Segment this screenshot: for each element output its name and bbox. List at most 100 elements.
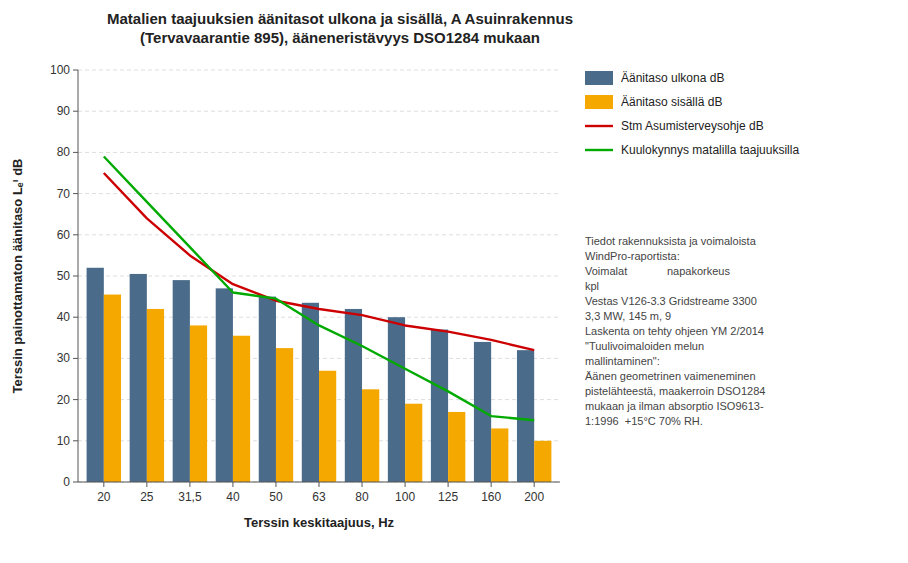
- title-line: Matalien taajuuksien äänitasot ulkona ja…: [107, 10, 573, 27]
- x-tick-label: 25: [140, 490, 154, 504]
- bar: [130, 274, 147, 482]
- y-tick-label: 60: [57, 228, 71, 242]
- x-tick-label: 40: [226, 490, 240, 504]
- legend-swatch: [585, 95, 613, 109]
- chart-container: Matalien taajuuksien äänitasot ulkona ja…: [0, 0, 908, 563]
- legend-swatch: [585, 125, 613, 127]
- y-tick-label: 90: [57, 104, 71, 118]
- x-tick-label: 100: [395, 490, 415, 504]
- title: Matalien taajuuksien äänitasot ulkona ja…: [107, 10, 573, 46]
- y-tick: [73, 317, 78, 318]
- legend-label: Äänitaso sisällä dB: [621, 95, 722, 109]
- y-tick-label: 100: [50, 63, 70, 77]
- annotation-line: Tiedot rakennuksista ja voimaloista: [585, 235, 757, 247]
- x-tick: [275, 482, 276, 487]
- bar: [87, 268, 104, 482]
- bar: [405, 404, 422, 482]
- y-tick-label: 70: [57, 187, 71, 201]
- y-tick-label: 40: [57, 310, 71, 324]
- x-tick: [232, 482, 233, 487]
- y-axis-label: Terssin painottamaton äänitaso Lₑⁱ dB: [10, 158, 25, 393]
- bar: [431, 330, 448, 482]
- bar-series: [87, 268, 535, 482]
- title-line: (Tervavaarantie 895), ääneneristävyys DS…: [140, 29, 540, 46]
- x-tick: [189, 482, 190, 487]
- bar: [190, 325, 207, 482]
- y-tick-label: 10: [57, 434, 71, 448]
- legend-label: Äänitaso ulkona dB: [621, 71, 724, 85]
- line: [104, 157, 534, 421]
- grid-line: [78, 152, 560, 153]
- x-tick-label: 160: [481, 490, 501, 504]
- x-tick: [319, 482, 320, 487]
- annotation-line: 1:1996 +15°C 70% RH.: [585, 415, 703, 427]
- x-tick-label: 20: [97, 490, 111, 504]
- bar: [302, 303, 319, 482]
- bar: [147, 309, 164, 482]
- y-tick-label: 80: [57, 145, 71, 159]
- chart-svg: Matalien taajuuksien äänitasot ulkona ja…: [0, 0, 908, 563]
- y-tick: [73, 440, 78, 441]
- bar: [276, 348, 293, 482]
- annotation-line: pistelähteestä, maakerroin DSO1284: [585, 385, 765, 397]
- grid-line: [78, 70, 560, 71]
- bar: [233, 336, 250, 482]
- y-tick: [73, 276, 78, 277]
- x-tick: [448, 482, 449, 487]
- x-tick-label: 200: [524, 490, 544, 504]
- grid-line: [78, 111, 560, 112]
- y-tick: [73, 358, 78, 359]
- grid-line: [78, 193, 560, 194]
- bar: [362, 389, 379, 482]
- legend: Äänitaso ulkona dB Äänitaso sisällä dB Stm…: [585, 71, 799, 157]
- line: [104, 173, 534, 350]
- grid: [78, 70, 560, 482]
- legend-label: Stm Asumisterveysohje dB: [621, 119, 764, 133]
- bar: [259, 297, 276, 482]
- bar: [491, 428, 508, 482]
- annotation-line: Laskenta on tehty ohjeen YM 2/2014: [585, 325, 764, 337]
- bar: [319, 371, 336, 482]
- legend-swatch: [585, 71, 613, 85]
- x-tick-label: 50: [269, 490, 283, 504]
- grid-line: [78, 234, 560, 235]
- annotation: Tiedot rakennuksista ja voimaloista WindP…: [585, 235, 765, 427]
- bar-series: [104, 295, 552, 482]
- legend-swatch: [585, 149, 613, 151]
- x-tick-label: 63: [312, 490, 326, 504]
- annotation-line: WindPro-raportista:: [585, 250, 680, 262]
- y-tick-label: 50: [57, 269, 71, 283]
- bar: [448, 412, 465, 482]
- x-tick-label: 31,5: [178, 490, 202, 504]
- y-tick: [73, 482, 78, 483]
- bar: [104, 295, 121, 482]
- bar: [517, 350, 534, 482]
- annotation-line: mukaan ja ilman absorptio ISO9613-: [585, 400, 764, 412]
- bar: [216, 288, 233, 482]
- x-tick: [491, 482, 492, 487]
- bar: [534, 441, 551, 482]
- y-tick: [73, 111, 78, 112]
- y-tick: [73, 70, 78, 71]
- x-tick-label: 80: [355, 490, 369, 504]
- grid-line: [78, 276, 560, 277]
- y-tick: [73, 234, 78, 235]
- x-tick: [534, 482, 535, 487]
- annotation-line: Vestas V126-3.3 Gridstreame 3300: [585, 295, 757, 307]
- x-tick: [146, 482, 147, 487]
- y-tick: [73, 193, 78, 194]
- bar: [173, 280, 190, 482]
- plot-area: [87, 157, 552, 482]
- annotation-line: mallintaminen":: [585, 355, 660, 367]
- x-tick: [103, 482, 104, 487]
- y-tick-label: 20: [57, 393, 71, 407]
- y-tick-label: 0: [63, 475, 70, 489]
- y-axis: [78, 70, 79, 482]
- y-tick-label: 30: [57, 351, 71, 365]
- annotation-line: kpl: [585, 280, 599, 292]
- x-tick-label: 125: [438, 490, 458, 504]
- annotation-line: 3,3 MW, 145 m, 9: [585, 310, 671, 322]
- x-tick: [405, 482, 406, 487]
- annotation-line: Voimalat napakorkeus: [585, 265, 730, 277]
- annotation-line: Äänen geometrinen vaimeneminen: [585, 370, 756, 382]
